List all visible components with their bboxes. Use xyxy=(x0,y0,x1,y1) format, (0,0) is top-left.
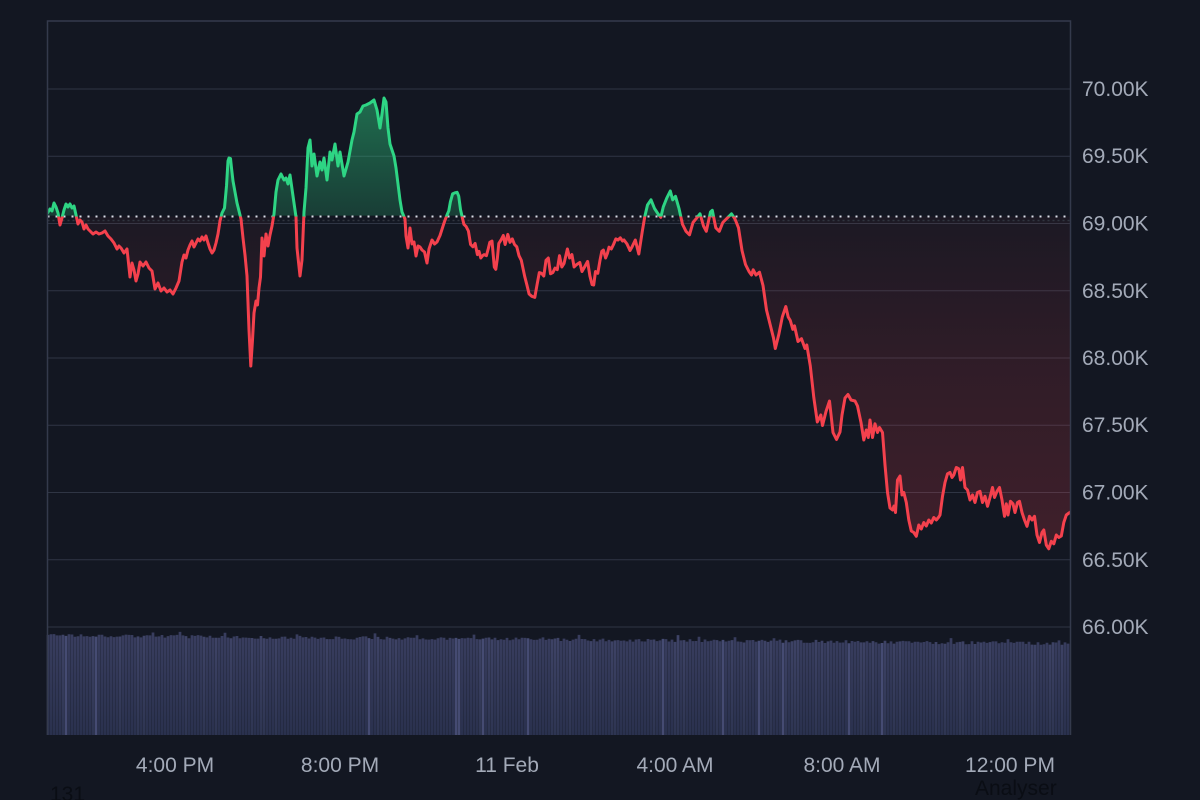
svg-text:Analyser: Analyser xyxy=(975,777,1057,800)
svg-text:67.00K: 67.00K xyxy=(1082,482,1149,505)
svg-text:66.00K: 66.00K xyxy=(1082,616,1149,639)
svg-text:69.50K: 69.50K xyxy=(1082,145,1149,168)
svg-text:66.50K: 66.50K xyxy=(1082,549,1149,572)
svg-text:11 Feb: 11 Feb xyxy=(475,754,539,777)
svg-text:4:00 PM: 4:00 PM xyxy=(136,754,214,777)
svg-text:68.00K: 68.00K xyxy=(1082,347,1149,370)
svg-text:4:00 AM: 4:00 AM xyxy=(636,754,713,777)
svg-text:68.50K: 68.50K xyxy=(1082,280,1149,303)
svg-text:8:00 AM: 8:00 AM xyxy=(803,754,880,777)
svg-text:69.00K: 69.00K xyxy=(1082,213,1149,236)
svg-text:12:00 PM: 12:00 PM xyxy=(965,754,1055,777)
svg-text:8:00 PM: 8:00 PM xyxy=(301,754,379,777)
svg-text:70.00K: 70.00K xyxy=(1082,78,1149,101)
svg-text:67.50K: 67.50K xyxy=(1082,414,1149,437)
svg-text:131: 131 xyxy=(50,783,85,800)
